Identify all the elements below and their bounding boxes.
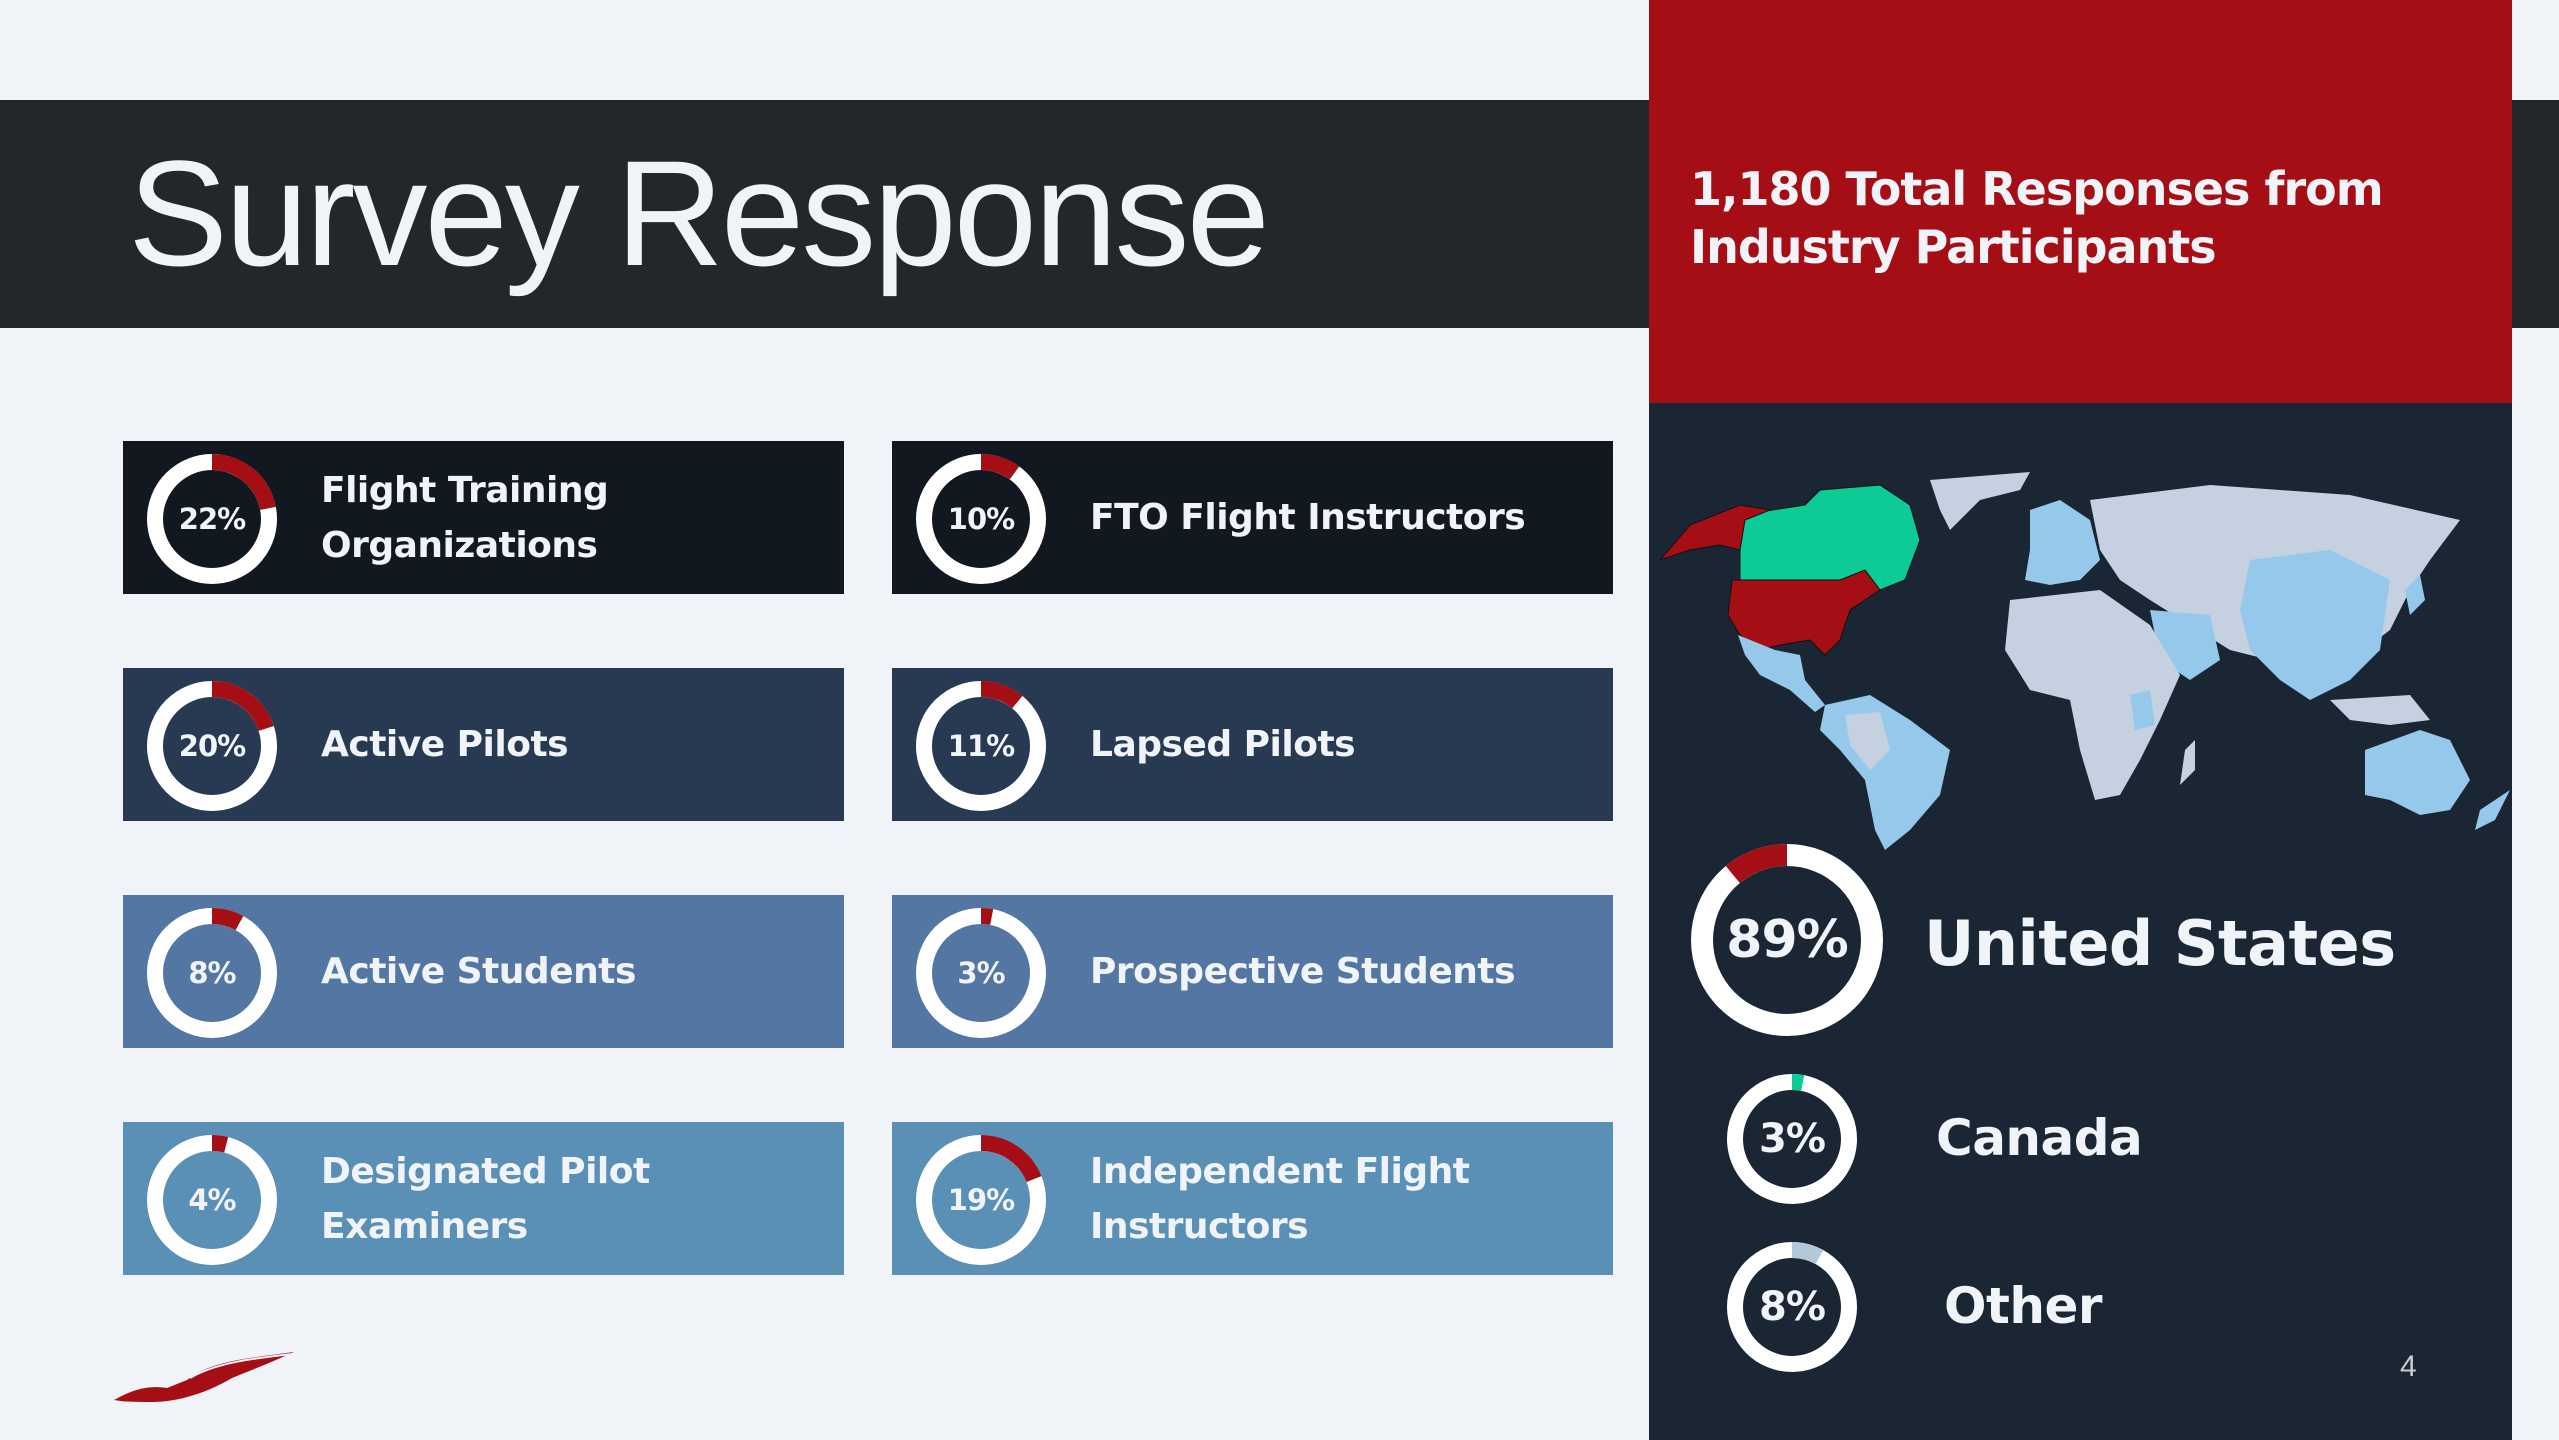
- category-label: Independent Flight Instructors: [1090, 1122, 1590, 1275]
- category-card: 11% Lapsed Pilots: [892, 668, 1613, 821]
- category-card: 3% Prospective Students: [892, 895, 1613, 1048]
- category-percent: 8%: [188, 956, 236, 990]
- donut-chart-icon: [147, 908, 277, 1038]
- category-label-line-1: Flight Training: [321, 469, 609, 511]
- category-card: 8% Active Students: [123, 895, 844, 1048]
- page-number: 4: [2400, 1350, 2417, 1383]
- donut-chart-icon: [147, 681, 277, 811]
- category-card: 4% Designated Pilot Examiners: [123, 1122, 844, 1275]
- donut-chart-icon: [916, 1135, 1046, 1265]
- donut-chart-icon: [147, 454, 277, 584]
- category-label-line-1: Designated Pilot: [321, 1150, 650, 1192]
- category-card: 20% Active Pilots: [123, 668, 844, 821]
- category-label-line-2: Instructors: [1090, 1205, 1309, 1247]
- category-label-line-1: FTO Flight Instructors: [1090, 497, 1526, 538]
- category-label-line-1: Active Students: [321, 951, 636, 992]
- category-label-line-2: Examiners: [321, 1205, 528, 1247]
- category-percent: 19%: [947, 1183, 1015, 1217]
- summary-line-2: Industry Participants: [1690, 220, 2217, 274]
- red-bird-logo-icon: [114, 1352, 294, 1402]
- category-label: Prospective Students: [1090, 895, 1590, 1048]
- geo-label: United States: [1924, 906, 2396, 980]
- category-label: Lapsed Pilots: [1090, 668, 1590, 821]
- category-label-line-1: Prospective Students: [1090, 951, 1516, 992]
- geo-percent: 8%: [1759, 1284, 1826, 1330]
- geo-percent: 3%: [1759, 1116, 1826, 1162]
- category-percent: 20%: [178, 729, 246, 763]
- category-label-line-1: Independent Flight: [1090, 1150, 1470, 1192]
- category-percent: 4%: [188, 1183, 236, 1217]
- donut-chart-icon: [916, 681, 1046, 811]
- geo-donut-icon: [1727, 1074, 1857, 1204]
- geo-percent: 89%: [1726, 910, 1848, 970]
- category-label-line-2: Organizations: [321, 524, 598, 566]
- category-label: Flight Training Organizations: [321, 441, 821, 594]
- category-card: 10% FTO Flight Instructors: [892, 441, 1613, 594]
- summary-line-1: 1,180 Total Responses from: [1690, 162, 2384, 216]
- category-label: Designated Pilot Examiners: [321, 1122, 821, 1275]
- donut-chart-icon: [916, 908, 1046, 1038]
- page-title: Survey Response: [128, 129, 1270, 297]
- geo-donut-icon: [1691, 844, 1883, 1036]
- geo-label: Other: [1944, 1277, 2103, 1335]
- category-percent: 10%: [947, 502, 1015, 536]
- donut-chart-icon: [916, 454, 1046, 584]
- category-label-line-1: Lapsed Pilots: [1090, 724, 1356, 765]
- summary-text: 1,180 Total Responses from Industry Part…: [1690, 160, 2384, 276]
- category-label: Active Pilots: [321, 668, 821, 821]
- world-map-icon: [1658, 472, 2510, 850]
- geo-label: Canada: [1936, 1109, 2143, 1167]
- geo-donut-icon: [1727, 1242, 1857, 1372]
- category-card: 19% Independent Flight Instructors: [892, 1122, 1613, 1275]
- summary-box: [1649, 0, 2512, 403]
- category-percent: 11%: [947, 729, 1015, 763]
- donut-chart-icon: [147, 1135, 277, 1265]
- category-percent: 22%: [178, 502, 246, 536]
- category-percent: 3%: [957, 956, 1005, 990]
- category-label: Active Students: [321, 895, 821, 1048]
- category-card: 22% Flight Training Organizations: [123, 441, 844, 594]
- category-label: FTO Flight Instructors: [1090, 441, 1590, 594]
- category-label-line-1: Active Pilots: [321, 724, 569, 765]
